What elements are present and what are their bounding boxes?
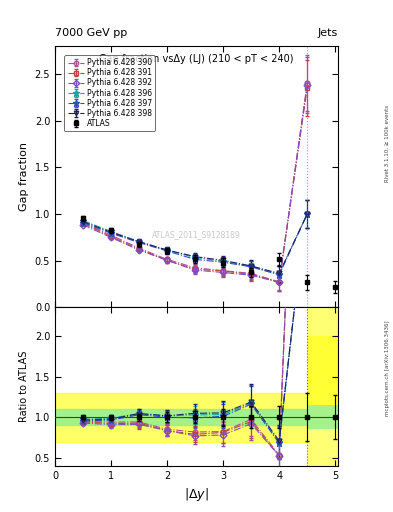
Bar xyxy=(307,308,338,466)
Bar xyxy=(307,405,338,430)
Legend: Pythia 6.428 390, Pythia 6.428 391, Pythia 6.428 392, Pythia 6.428 396, Pythia 6: Pythia 6.428 390, Pythia 6.428 391, Pyth… xyxy=(64,55,155,131)
Y-axis label: Gap fraction: Gap fraction xyxy=(19,142,29,211)
Y-axis label: Ratio to ATLAS: Ratio to ATLAS xyxy=(19,351,29,422)
Text: 7000 GeV pp: 7000 GeV pp xyxy=(55,28,127,38)
Text: Rivet 3.1.10, ≥ 100k events: Rivet 3.1.10, ≥ 100k events xyxy=(385,105,390,182)
Text: ATLAS_2011_S9128189: ATLAS_2011_S9128189 xyxy=(152,230,241,239)
Text: mcplots.cern.ch [arXiv:1306.3436]: mcplots.cern.ch [arXiv:1306.3436] xyxy=(385,321,390,416)
X-axis label: $|\Delta y|$: $|\Delta y|$ xyxy=(184,486,209,503)
Text: Gap fraction vsΔy (LJ) (210 < pT < 240): Gap fraction vsΔy (LJ) (210 < pT < 240) xyxy=(99,54,294,64)
Bar xyxy=(307,336,338,405)
Text: Jets: Jets xyxy=(318,28,338,38)
